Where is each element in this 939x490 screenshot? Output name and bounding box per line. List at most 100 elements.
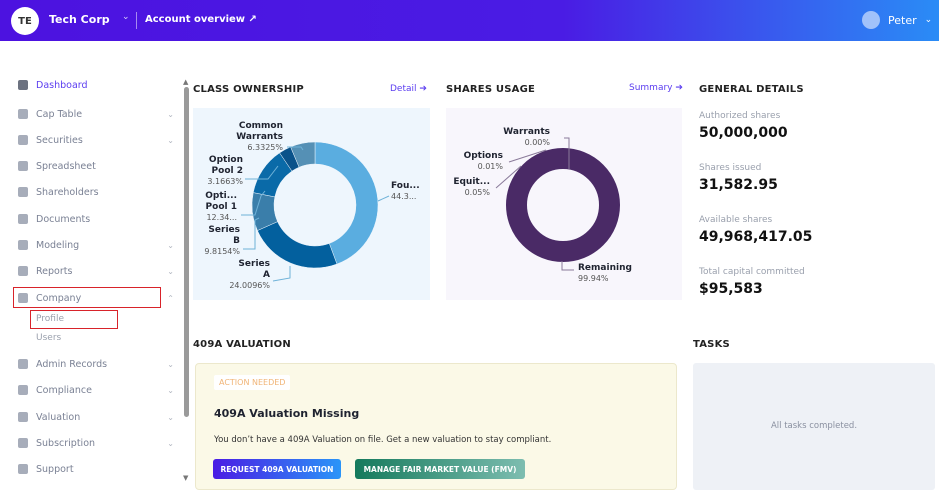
scroll-down-arrow[interactable]: ▼ — [183, 474, 189, 482]
arrow-right-icon: ➔ — [675, 83, 683, 93]
sidebar-item-shareholders[interactable]: Shareholders — [18, 183, 178, 201]
divider — [136, 12, 137, 29]
chevron-down-icon: ⌄ — [167, 359, 174, 369]
chevron-down-icon: ⌄ — [167, 266, 174, 276]
highlight-box-company — [13, 287, 161, 308]
leader-line — [245, 165, 279, 180]
user-avatar-icon — [862, 11, 880, 29]
detail-label: Shares issued — [699, 163, 762, 173]
slice-value-label: 0.05% — [465, 188, 491, 197]
manage-fmv-button[interactable]: MANAGE FAIR MARKET VALUE (FMV) — [355, 459, 525, 479]
slice-value-label: 0.01% — [478, 162, 504, 171]
slice-label: B — [233, 236, 240, 246]
support-icon — [18, 464, 28, 474]
donut-slice[interactable] — [290, 141, 316, 168]
card-title: 409A Valuation Missing — [214, 407, 360, 420]
leader-line — [508, 149, 547, 163]
class-ownership-donut: Fou...44.3...SeriesA24.0096%SeriesB9.815… — [204, 121, 420, 290]
sidebar-item-documents[interactable]: Documents — [18, 210, 178, 228]
dashboard-icon — [18, 80, 28, 90]
detail-link[interactable]: Detail ➔ — [390, 84, 427, 94]
tasks-title: TASKS — [693, 339, 730, 350]
sidebar-item-label: Securities — [36, 134, 83, 146]
sidebar-item-modeling[interactable]: Modeling ⌄ — [18, 236, 178, 254]
detail-label: Authorized shares — [699, 111, 781, 121]
donut-slice[interactable] — [314, 141, 379, 265]
clipboard-icon — [18, 135, 28, 145]
leader-line — [241, 190, 266, 216]
sidebar-item-support[interactable]: Support — [18, 460, 178, 478]
chevron-down-icon: ⌄ — [167, 438, 174, 448]
sidebar-item-admin-records[interactable]: Admin Records ⌄ — [18, 355, 178, 373]
sidebar-item-label: Admin Records — [36, 358, 108, 370]
donut-slice[interactable] — [506, 148, 620, 262]
sidebar-subitem-users[interactable]: Users — [36, 333, 62, 343]
leader-line — [561, 261, 574, 271]
slice-label: Remaining — [578, 263, 632, 273]
slice-label: Opti... — [205, 191, 237, 201]
account-overview-link[interactable]: Account overview ↗ — [145, 14, 257, 25]
sidebar-item-spreadsheet[interactable]: Spreadsheet — [18, 157, 178, 175]
sidebar-item-label: Compliance — [36, 384, 92, 396]
detail-label: Available shares — [699, 215, 773, 225]
tasks-panel: All tasks completed. — [693, 363, 935, 490]
slice-label: Option — [209, 155, 243, 165]
sidebar-item-securities[interactable]: Securities ⌄ — [18, 131, 178, 149]
pie-chart-icon — [18, 109, 28, 119]
tasks-empty-message: All tasks completed. — [770, 421, 858, 431]
slice-value-label: 12.34... — [206, 213, 237, 222]
slice-value-label: 0.00% — [525, 138, 551, 147]
slice-label: Fou... — [391, 181, 420, 191]
sidebar-item-label: Support — [36, 463, 74, 475]
chevron-down-icon: ⌄ — [167, 109, 174, 119]
sidebar-item-company[interactable]: Company ⌃ — [18, 289, 178, 307]
sidebar-subitem-profile[interactable]: Profile — [36, 314, 64, 324]
sidebar-item-label: Documents — [36, 213, 91, 225]
chevron-down-icon: ⌄ — [167, 385, 174, 395]
detail-value: $95,583 — [699, 281, 763, 297]
slice-label: Pool 1 — [206, 202, 237, 212]
external-link-icon: ↗ — [248, 14, 257, 25]
org-avatar[interactable]: TE — [11, 7, 39, 35]
sidebar-item-reports[interactable]: Reports ⌄ — [18, 262, 178, 280]
class-ownership-panel: Fou... 44.3... Series A 24.0096% Series B 9.815… — [193, 108, 430, 300]
building-icon — [18, 293, 28, 303]
sidebar-item-label: Spreadsheet — [36, 160, 96, 172]
slice-value-label: 24.0096% — [229, 281, 270, 290]
user-name: Peter — [888, 13, 917, 27]
slice-value-label: 9.8154% — [204, 247, 240, 256]
sidebar-item-subscription[interactable]: Subscription ⌄ — [18, 434, 178, 452]
general-details-title: GENERAL DETAILS — [699, 84, 804, 95]
chevron-down-icon[interactable]: ⌄ — [122, 12, 130, 22]
request-409a-button[interactable]: REQUEST 409A VALUATION — [213, 459, 341, 479]
sidebar-item-compliance[interactable]: Compliance ⌄ — [18, 381, 178, 399]
records-icon — [18, 359, 28, 369]
sidebar-item-valuation[interactable]: Valuation ⌄ — [18, 408, 178, 426]
detail-label: Detail — [390, 84, 417, 94]
action-needed-badge: ACTION NEEDED — [214, 375, 291, 390]
sidebar-item-dashboard[interactable]: Dashboard — [18, 76, 178, 94]
slice-label: Pool 2 — [212, 166, 243, 176]
summary-link[interactable]: Summary ➔ — [629, 83, 683, 93]
slice-label: Warrants — [236, 132, 283, 142]
account-overview-label: Account overview — [145, 14, 246, 25]
sidebar-scrollbar[interactable] — [184, 87, 189, 417]
user-menu[interactable]: Peter ⌄ — [862, 11, 932, 29]
leader-line — [287, 146, 304, 151]
chevron-down-icon: ⌄ — [167, 240, 174, 250]
chevron-down-icon: ⌄ — [924, 15, 933, 25]
scroll-up-arrow[interactable]: ▲ — [183, 78, 189, 86]
slice-label: Equit... — [453, 177, 490, 187]
sidebar-item-label: Subscription — [36, 437, 96, 449]
sidebar-item-label: Company — [36, 292, 82, 304]
sidebar-item-label: Shareholders — [36, 186, 99, 198]
org-switcher[interactable]: Tech Corp — [49, 13, 110, 26]
highlight-box-profile — [30, 310, 118, 329]
leader-line — [495, 165, 522, 189]
sidebar-item-cap-table[interactable]: Cap Table ⌄ — [18, 105, 178, 123]
person-icon — [18, 187, 28, 197]
slice-label: Options — [464, 151, 503, 161]
summary-label: Summary — [629, 83, 673, 93]
slice-label: A — [263, 270, 270, 280]
